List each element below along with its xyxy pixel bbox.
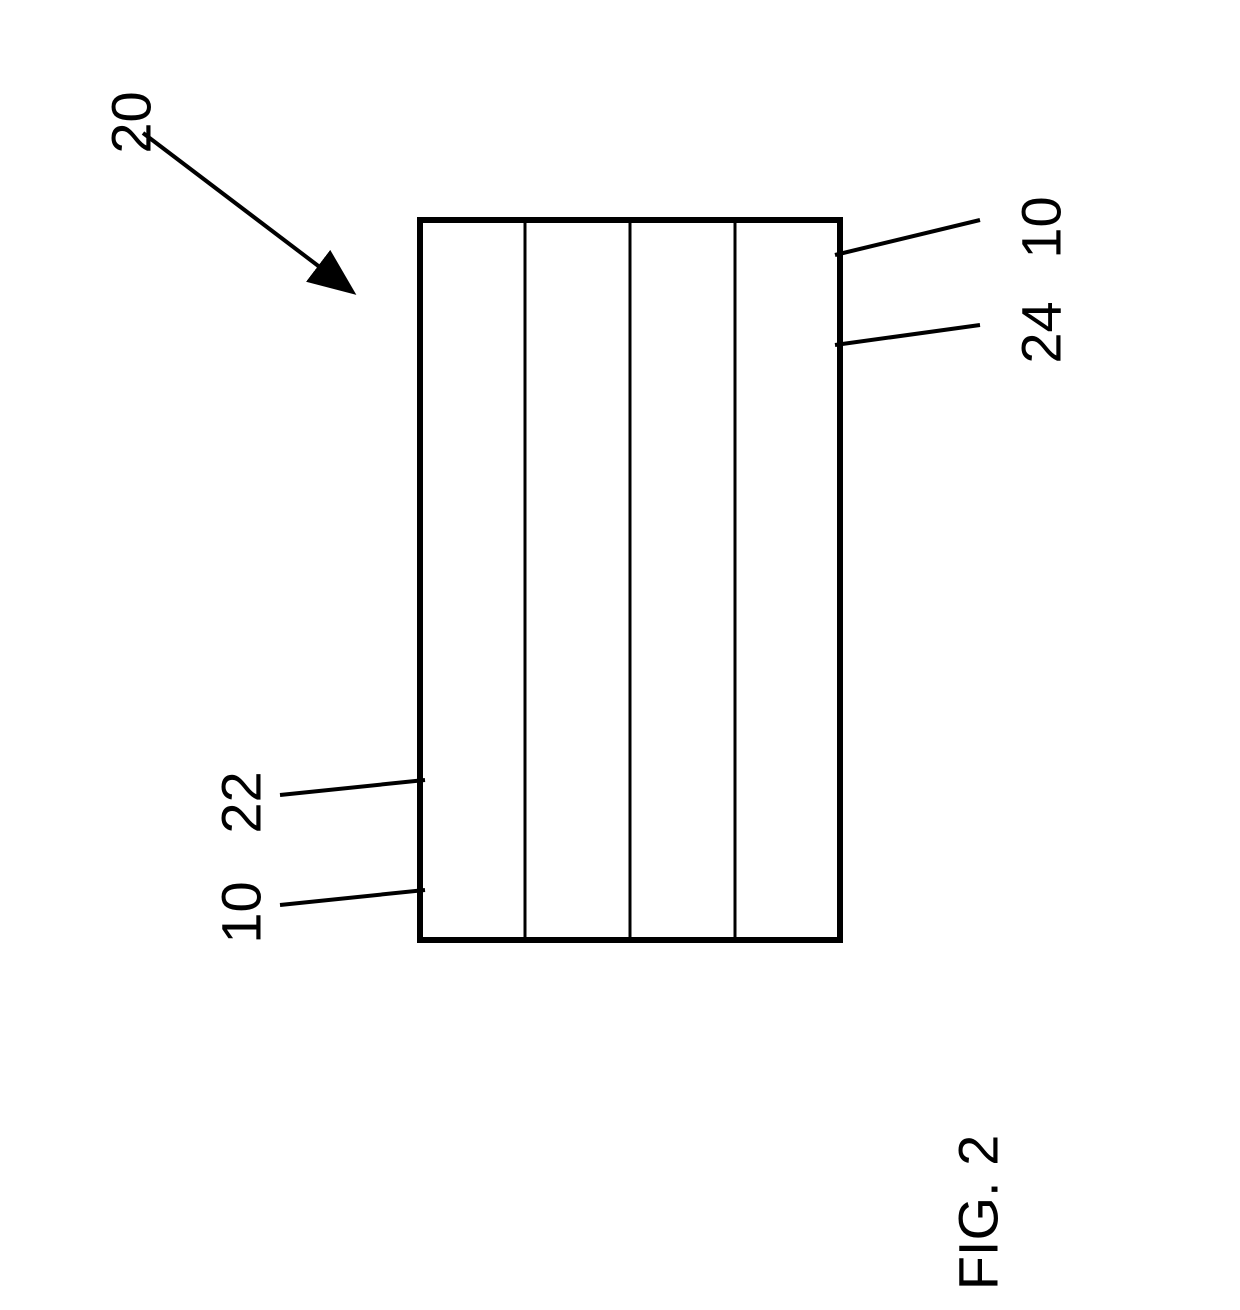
figure-page: FIG. 2 20 10 24 22 10	[0, 0, 1240, 1310]
label-inner-top: 24	[1009, 301, 1074, 363]
leader-l_outer_top	[835, 220, 980, 255]
label-outer-top: 10	[1009, 196, 1074, 258]
leader-l_inner_bottom	[280, 780, 425, 795]
leader-l_outer_bottom	[280, 890, 425, 905]
leader-assembly_arrow	[143, 133, 350, 290]
label-inner-bottom: 22	[209, 771, 274, 833]
assembly-ref-label: 20	[99, 91, 164, 153]
label-outer-bottom: 10	[209, 881, 274, 943]
leader-l_inner_top	[835, 325, 980, 345]
figure-caption: FIG. 2	[945, 1135, 1010, 1291]
